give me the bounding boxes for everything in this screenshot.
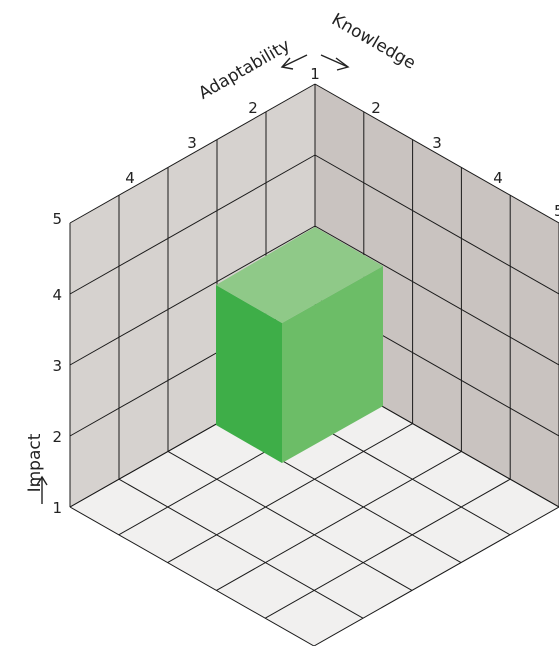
adaptability-arrow-icon <box>280 54 308 70</box>
left-wall-horizontal-line <box>69 154 316 295</box>
impact-axis-label: Impact <box>25 433 45 492</box>
right-wall-horizontal-line <box>314 83 559 224</box>
block-right-face <box>282 266 383 463</box>
impact-ticks: 1 2 3 4 <box>52 286 62 517</box>
impact-tick-4: 4 <box>52 286 62 304</box>
impact-tick-3: 3 <box>52 357 62 375</box>
left-wall-horizontal-line <box>69 83 316 224</box>
block-front-face <box>216 285 282 463</box>
adaptability-axis-label: Adaptability <box>195 35 293 103</box>
floor-line <box>167 450 413 591</box>
left-wall-horizontal-line <box>69 225 316 366</box>
knowledge-ticks: 2 3 4 5 <box>371 99 559 220</box>
impact-arrow-icon <box>36 475 48 504</box>
knowledge-arrow-icon <box>320 54 350 71</box>
adaptability-tick-1: 1 <box>310 65 320 83</box>
floor-line <box>264 478 511 619</box>
adaptability-tick-3: 3 <box>187 134 197 152</box>
green-block <box>216 227 383 463</box>
knowledge-tick-2: 2 <box>371 99 381 117</box>
impact-tick-2: 2 <box>52 428 62 446</box>
impact-tick-1: 1 <box>52 499 62 517</box>
floor-line <box>216 450 462 591</box>
knowledge-tick-3: 3 <box>432 134 442 152</box>
right-wall-horizontal-line <box>314 154 559 295</box>
floor-line <box>167 423 413 564</box>
block-top-face <box>216 227 383 323</box>
knowledge-tick-5: 5 <box>554 202 559 220</box>
grid-lines <box>69 83 559 646</box>
adaptability-tick-4: 4 <box>125 169 135 187</box>
adaptability-tick-5: 5 <box>52 210 62 228</box>
knowledge-tick-4: 4 <box>493 169 503 187</box>
adaptability-tick-2: 2 <box>248 99 258 117</box>
floor-line <box>118 478 364 619</box>
floor-line <box>69 506 315 646</box>
adaptability-ticks: 1 2 3 4 5 <box>52 65 319 228</box>
right-wall-horizontal-line <box>314 225 559 366</box>
floor-line <box>313 506 559 646</box>
